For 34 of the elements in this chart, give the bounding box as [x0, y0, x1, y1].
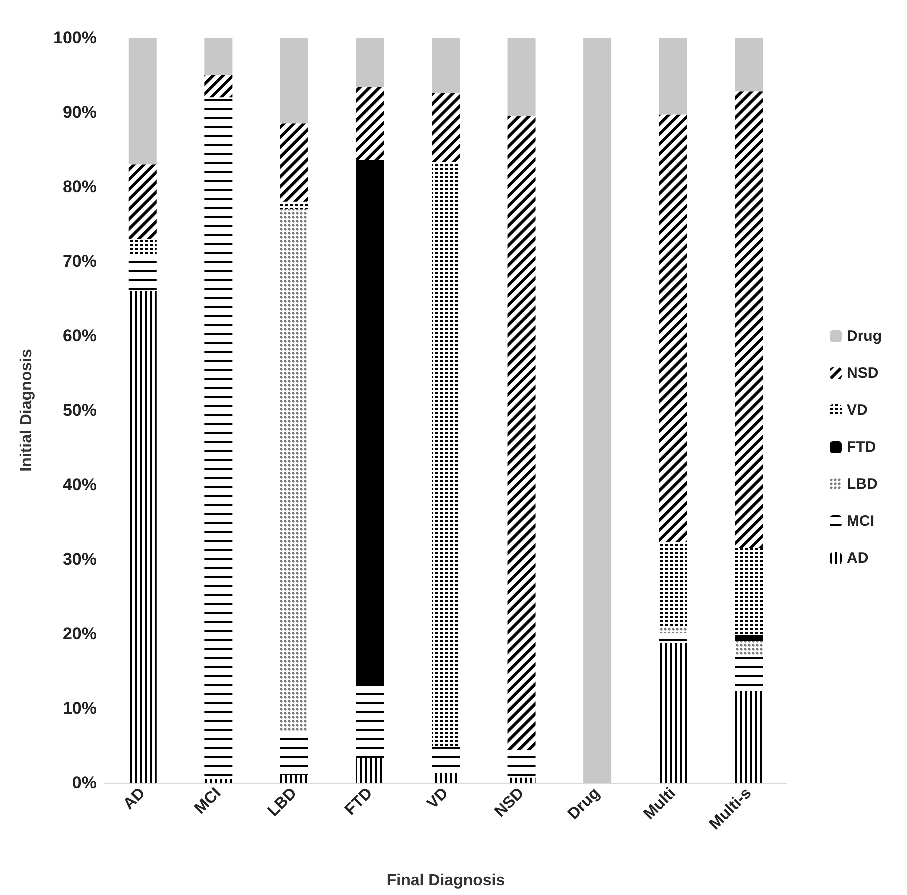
bar [735, 38, 764, 92]
bar [508, 38, 536, 116]
y-tick-label: 0% [72, 774, 97, 792]
x-tick-label: AD [120, 784, 149, 814]
legend-label: MCI [847, 513, 875, 530]
legend-label: Drug [847, 328, 882, 345]
y-tick-label: 30% [62, 550, 97, 569]
x-axis-title: Final Diagnosis [386, 872, 506, 890]
y-tick-label: 50% [62, 401, 97, 420]
x-tick-label: VD [424, 784, 452, 813]
bar [356, 38, 384, 88]
legend-label: NSD [847, 365, 879, 382]
bar [432, 38, 460, 94]
y-tick-label: 70% [62, 252, 97, 271]
y-axis-title: Initial Diagnosis [18, 349, 36, 472]
bar [280, 38, 308, 124]
x-tick-label: MCI [192, 784, 225, 818]
y-tick-label: 80% [62, 178, 97, 196]
legend-label: AD [847, 550, 869, 567]
y-tick-label: 20% [62, 624, 97, 644]
bar [735, 635, 764, 642]
bar [659, 38, 688, 115]
legend-label: VD [847, 402, 868, 419]
y-tick-label: 90% [62, 103, 97, 122]
bar [204, 38, 233, 76]
y-tick-label: 60% [62, 326, 97, 346]
legend-label: FTD [847, 439, 876, 456]
bar [356, 160, 384, 686]
legend-label: LBD [847, 476, 878, 493]
bar [584, 38, 612, 783]
y-tick-label: 10% [62, 699, 97, 718]
x-tick-label: FTD [342, 784, 376, 819]
y-tick-label: 40% [62, 476, 97, 494]
y-tick-label: 100% [54, 28, 97, 48]
